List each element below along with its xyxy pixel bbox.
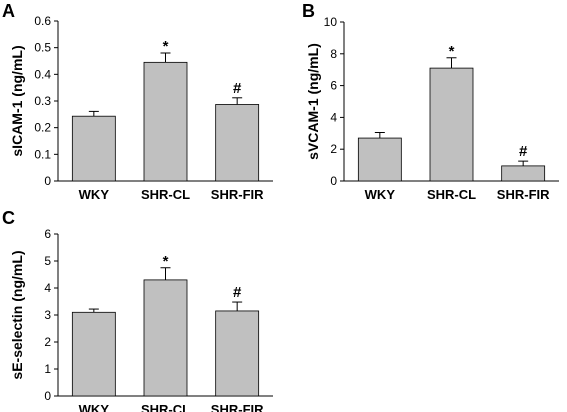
bar-shr-cl <box>429 67 474 182</box>
y-axis-title: sE-selectin (ng/mL) <box>9 250 25 379</box>
chart-panel-c: CsE-selectin (ng/mL) 0 1 2 3 4 5 6 WKY * SHR-CL # SH… <box>2 208 273 412</box>
y-tick-label: 0.2 <box>34 121 51 135</box>
panel-label: A <box>2 1 15 21</box>
bar-shr-fir <box>215 310 260 397</box>
y-tick-label: 0.6 <box>34 14 51 28</box>
y-axis-title: sVCAM-1 (ng/mL) <box>305 43 321 160</box>
y-tick-label: 0.5 <box>34 41 51 55</box>
y-tick-label: 0.4 <box>34 67 51 81</box>
significance-star: * <box>163 38 169 55</box>
x-category-label: WKY <box>79 402 110 412</box>
significance-hash: # <box>233 80 242 97</box>
y-tick-label: 10 <box>324 15 338 29</box>
x-category-label: SHR-FIR <box>211 187 264 202</box>
bar-shr-cl <box>143 279 188 397</box>
y-tick-label: 0.1 <box>34 147 51 161</box>
x-category-label: SHR-CL <box>427 187 476 202</box>
x-category-label: SHR-CL <box>141 187 190 202</box>
bar-shr-fir <box>215 104 260 182</box>
bar-wky <box>71 115 116 182</box>
panel-label: B <box>302 1 315 21</box>
bar-shr-cl <box>143 61 188 182</box>
bar-shr-fir <box>501 165 546 182</box>
panel-label: C <box>2 208 15 228</box>
significance-hash: # <box>233 284 242 301</box>
y-tick-label: 5 <box>44 254 51 268</box>
y-tick-label: 6 <box>44 227 51 241</box>
bar-wky <box>71 311 116 397</box>
y-tick-label: 0 <box>44 174 51 188</box>
y-tick-label: 3 <box>44 308 51 322</box>
x-category-label: SHR-FIR <box>497 187 550 202</box>
y-tick-label: 8 <box>330 47 337 61</box>
y-tick-label: 6 <box>330 79 337 93</box>
x-category-label: SHR-FIR <box>211 402 264 412</box>
y-tick-label: 4 <box>44 281 51 295</box>
y-tick-label: 4 <box>330 110 337 124</box>
significance-hash: # <box>519 143 528 160</box>
x-category-label: WKY <box>365 187 396 202</box>
bar-wky <box>357 137 402 182</box>
x-category-label: SHR-CL <box>141 402 190 412</box>
y-tick-label: 2 <box>330 142 337 156</box>
y-tick-label: 1 <box>44 362 51 376</box>
y-tick-label: 2 <box>44 335 51 349</box>
x-category-label: WKY <box>79 187 110 202</box>
y-axis-title: sICAM-1 (ng/mL) <box>9 45 25 156</box>
y-tick-label: 0.3 <box>34 94 51 108</box>
y-tick-label: 0 <box>330 174 337 188</box>
significance-star: * <box>163 253 169 270</box>
y-tick-label: 0 <box>44 389 51 403</box>
significance-star: * <box>449 43 455 60</box>
